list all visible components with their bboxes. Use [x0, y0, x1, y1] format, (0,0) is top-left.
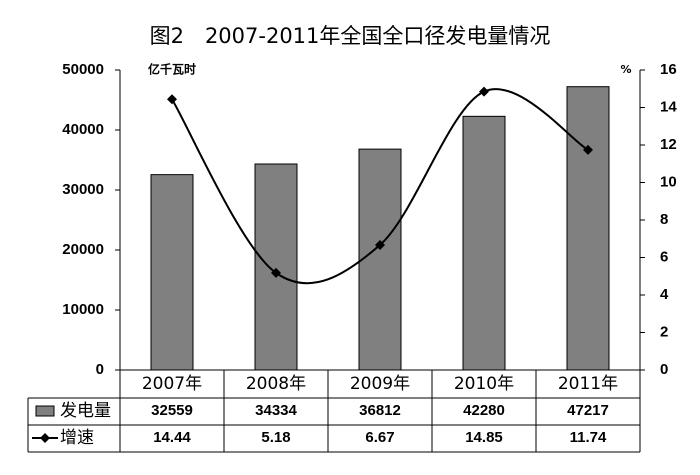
marker	[375, 239, 385, 250]
legend-swatch	[35, 405, 55, 417]
y2-tick-label: 4	[660, 286, 669, 303]
table-value: 14.44	[153, 429, 191, 446]
marker	[583, 144, 593, 155]
marker	[479, 86, 489, 97]
table-value: 36812	[359, 402, 401, 419]
y-tick-label: 40000	[62, 121, 104, 138]
legend-label: 增速	[60, 428, 94, 448]
table-value: 11.74	[570, 429, 607, 446]
table-value: 47217	[567, 402, 609, 419]
x-tick-label: 2009年	[350, 374, 410, 394]
y2-tick-label: 12	[660, 136, 677, 153]
y2-tick-label: 2	[660, 323, 668, 340]
legend-label: 发电量	[60, 401, 111, 421]
table-value: 14.85	[465, 429, 503, 446]
y2-tick-label: 6	[660, 248, 668, 265]
table-value: 5.18	[261, 429, 290, 446]
legend-marker	[40, 433, 50, 443]
y-tick-label: 30000	[62, 181, 104, 198]
x-tick-label: 2008年	[246, 374, 306, 394]
chart-title: 图2 2007-2011年全国全口径发电量情况	[150, 24, 551, 48]
table-value: 32559	[151, 402, 193, 419]
y-axis-unit: 亿千瓦时	[148, 62, 196, 77]
x-tick-label: 2010年	[454, 374, 514, 394]
bar	[566, 86, 610, 371]
y2-tick-label: 8	[660, 211, 668, 228]
marker	[271, 267, 281, 278]
y2-tick-label: 16	[660, 61, 677, 78]
x-tick-label: 2011年	[558, 374, 618, 394]
bar	[254, 163, 298, 371]
table-value: 42280	[463, 402, 505, 419]
y-tick-label: 10000	[62, 301, 104, 318]
marker	[167, 94, 177, 105]
x-tick-label: 2007年	[142, 374, 202, 394]
y2-tick-label: 10	[660, 173, 677, 190]
y2-tick-label: 14	[660, 98, 677, 115]
y-tick-label: 20000	[62, 241, 104, 258]
table-value: 34334	[255, 402, 297, 419]
y-tick-label: 50000	[62, 61, 104, 78]
bar	[462, 115, 506, 371]
table-value: 6.67	[365, 429, 394, 446]
y2-tick-label: 0	[660, 361, 668, 378]
y2-axis-unit: %	[620, 63, 631, 76]
bar	[358, 148, 402, 371]
y-tick-label: 0	[96, 361, 104, 378]
bar	[150, 174, 194, 371]
